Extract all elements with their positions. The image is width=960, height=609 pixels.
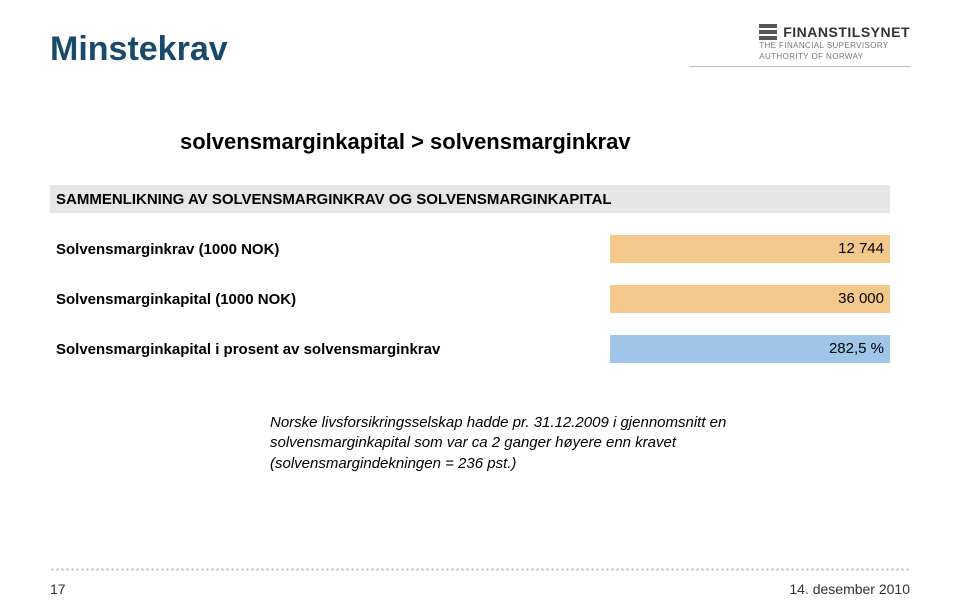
table-row: Solvensmarginkapital (1000 NOK) 36 000 xyxy=(50,285,890,313)
table-row: Solvensmarginkrav (1000 NOK) 12 744 xyxy=(50,235,890,263)
row-label: Solvensmarginkapital i prosent av solven… xyxy=(50,341,610,358)
subtitle: solvensmarginkapital > solvensmarginkrav xyxy=(180,129,910,155)
comparison-table: SAMMENLIKNING AV SOLVENSMARGINKRAV OG SO… xyxy=(50,185,890,363)
brand-logo: FINANSTILSYNET THE FINANCIAL SUPERVISORY… xyxy=(759,24,910,62)
row-value: 282,5 % xyxy=(610,335,890,363)
brand-subtitle-2: AUTHORITY OF NORWAY xyxy=(759,53,910,62)
page-number: 17 xyxy=(50,581,66,597)
row-label: Solvensmarginkrav (1000 NOK) xyxy=(50,241,610,258)
row-value: 12 744 xyxy=(610,235,890,263)
brand-subtitle-1: THE FINANCIAL SUPERVISORY xyxy=(759,42,910,51)
brand-name: FINANSTILSYNET xyxy=(783,24,910,40)
slide: Minstekrav FINANSTILSYNET THE FINANCIAL … xyxy=(0,0,960,609)
row-label: Solvensmarginkapital (1000 NOK) xyxy=(50,291,610,308)
table-header-label: SAMMENLIKNING AV SOLVENSMARGINKRAV OG SO… xyxy=(50,191,612,208)
page-date: 14. desember 2010 xyxy=(789,581,910,597)
brand-logo-row: FINANSTILSYNET xyxy=(759,24,910,40)
brand-logo-icon xyxy=(759,24,777,40)
table-header-row: SAMMENLIKNING AV SOLVENSMARGINKRAV OG SO… xyxy=(50,185,890,213)
brand-divider xyxy=(690,66,910,67)
row-value: 36 000 xyxy=(610,285,890,313)
dotted-rule xyxy=(50,568,910,571)
footnote: Norske livsforsikringsselskap hadde pr. … xyxy=(270,413,790,474)
table-row: Solvensmarginkapital i prosent av solven… xyxy=(50,335,890,363)
